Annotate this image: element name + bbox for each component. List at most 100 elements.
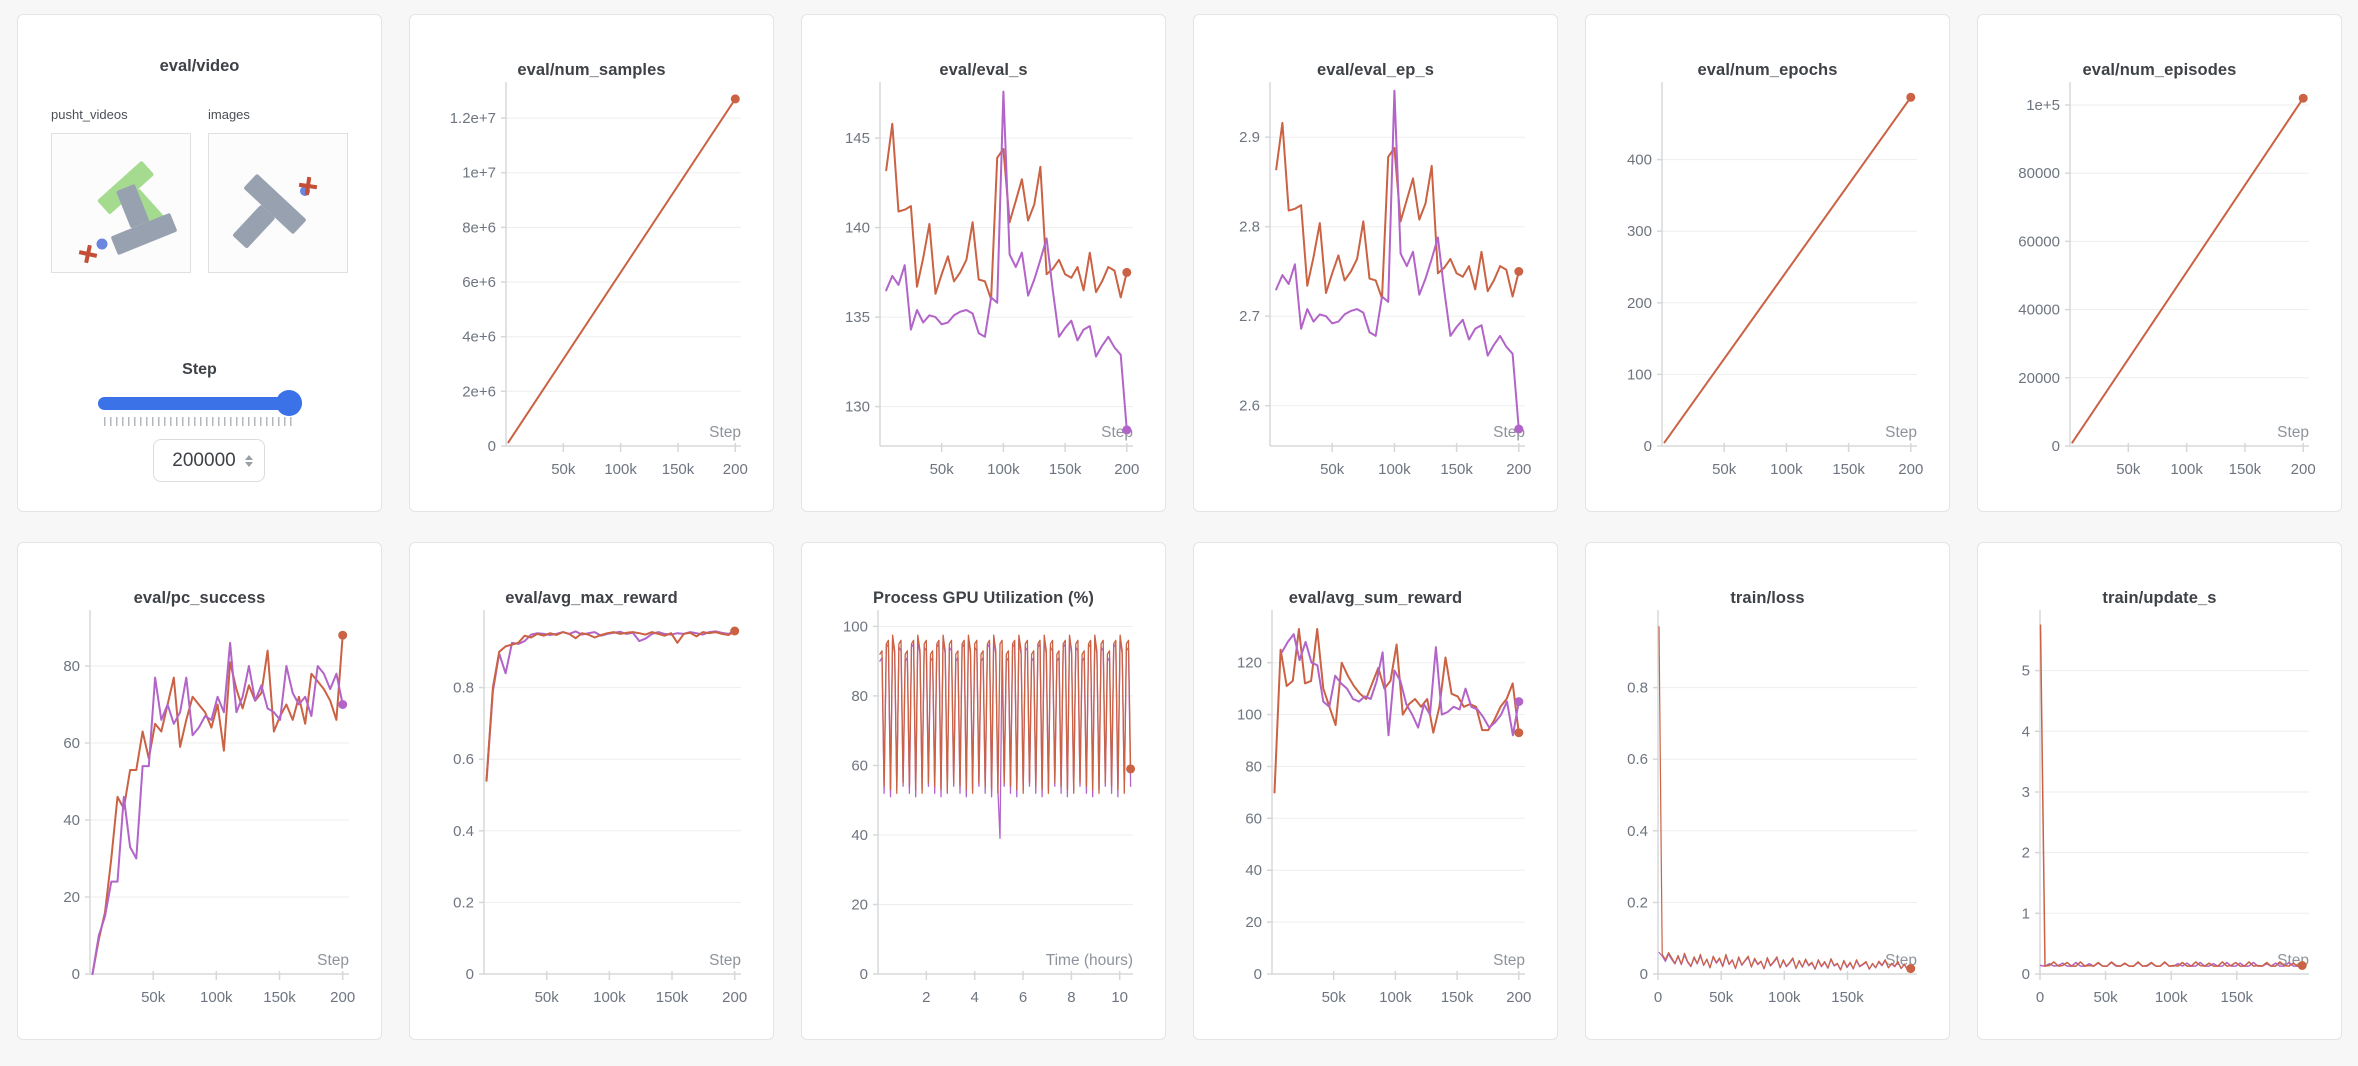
svg-text:100k: 100k xyxy=(1379,989,1412,1006)
svg-text:100k: 100k xyxy=(604,461,637,478)
svg-text:50k: 50k xyxy=(930,461,955,478)
svg-text:200: 200 xyxy=(2291,461,2316,478)
svg-text:150k: 150k xyxy=(1440,461,1473,478)
svg-text:50k: 50k xyxy=(551,461,576,478)
svg-text:80: 80 xyxy=(63,658,80,675)
chart-title: train/loss xyxy=(1730,589,1805,607)
svg-text:200: 200 xyxy=(1114,461,1139,478)
svg-text:60: 60 xyxy=(1245,810,1262,827)
svg-text:40: 40 xyxy=(1245,862,1262,879)
svg-text:0: 0 xyxy=(1254,966,1262,983)
svg-text:0: 0 xyxy=(466,966,474,983)
svg-text:40000: 40000 xyxy=(2018,302,2060,319)
svg-text:200: 200 xyxy=(1506,989,1531,1006)
svg-text:200: 200 xyxy=(1506,461,1531,478)
svg-text:0.6: 0.6 xyxy=(1627,751,1648,768)
svg-text:50k: 50k xyxy=(2116,461,2141,478)
svg-text:120: 120 xyxy=(1237,655,1262,672)
svg-text:Step: Step xyxy=(709,952,741,969)
svg-text:50k: 50k xyxy=(1712,461,1737,478)
chart-panel-eval-avg-max-reward: eval/avg_max_reward 0 0.2 0.4 0.6 0.8 50k 100k… xyxy=(409,542,774,1040)
svg-text:8e+6: 8e+6 xyxy=(462,219,496,236)
chart-title: eval/num_episodes xyxy=(2082,61,2237,79)
step-slider[interactable] xyxy=(98,390,302,416)
chart-title: eval/num_samples xyxy=(517,61,666,79)
svg-text:2.8: 2.8 xyxy=(1239,219,1260,236)
svg-text:200: 200 xyxy=(1898,461,1923,478)
svg-text:140: 140 xyxy=(845,220,870,237)
chart-eval-num-epochs[interactable]: 0 100 200 300 400 50k 100k 150k 200 Step xyxy=(1586,80,1949,500)
svg-text:40: 40 xyxy=(63,812,80,829)
svg-text:Step: Step xyxy=(1493,952,1525,969)
svg-text:Step: Step xyxy=(317,952,349,969)
svg-text:80: 80 xyxy=(1245,759,1262,776)
svg-text:1.2e+7: 1.2e+7 xyxy=(450,110,496,127)
chart-eval-avg-sum-reward[interactable]: 0 20 40 60 80 100 120 50k 100k 150k 200 Step xyxy=(1194,608,1557,1028)
svg-text:0.4: 0.4 xyxy=(453,823,474,840)
svg-text:3: 3 xyxy=(2022,784,2030,801)
svg-text:100k: 100k xyxy=(1770,461,1803,478)
svg-text:50k: 50k xyxy=(535,989,560,1006)
svg-text:4: 4 xyxy=(2022,723,2030,740)
svg-text:0: 0 xyxy=(1654,989,1662,1006)
svg-text:0: 0 xyxy=(860,966,868,983)
spinner-down-icon[interactable] xyxy=(245,461,253,467)
svg-text:50k: 50k xyxy=(2094,989,2119,1006)
svg-text:100: 100 xyxy=(1237,707,1262,724)
svg-text:0.2: 0.2 xyxy=(453,894,474,911)
chart-title: eval/pc_success xyxy=(133,589,266,607)
svg-text:50k: 50k xyxy=(1320,461,1345,478)
svg-text:150k: 150k xyxy=(662,461,695,478)
step-slider-handle[interactable] xyxy=(276,390,302,416)
chart-title: train/update_s xyxy=(2102,589,2217,607)
svg-text:20: 20 xyxy=(63,889,80,906)
svg-text:135: 135 xyxy=(845,309,870,326)
chart-gpu-utilization[interactable]: 0 20 40 60 80 100 2 4 6 8 10 Time (hours) xyxy=(802,608,1165,1028)
svg-text:5: 5 xyxy=(2022,663,2030,680)
svg-text:1e+5: 1e+5 xyxy=(2026,97,2060,114)
svg-text:0.6: 0.6 xyxy=(453,751,474,768)
chart-title: eval/num_epochs xyxy=(1697,61,1838,79)
svg-text:150k: 150k xyxy=(1441,989,1474,1006)
media-group-label-pusht-videos: pusht_videos xyxy=(51,107,128,122)
pusht-video-thumbnail[interactable] xyxy=(51,133,191,273)
svg-text:50k: 50k xyxy=(1709,989,1734,1006)
svg-text:150k: 150k xyxy=(2221,989,2254,1006)
svg-text:100k: 100k xyxy=(987,461,1020,478)
svg-text:50k: 50k xyxy=(141,989,166,1006)
svg-text:6: 6 xyxy=(1019,989,1027,1006)
agent-dot xyxy=(96,238,108,250)
svg-text:0: 0 xyxy=(1644,438,1652,455)
svg-text:150k: 150k xyxy=(2229,461,2262,478)
chart-eval-avg-max-reward[interactable]: 0 0.2 0.4 0.6 0.8 50k 100k 150k 200 Step xyxy=(410,608,773,1028)
svg-text:0: 0 xyxy=(72,966,80,983)
chart-eval-num-episodes[interactable]: 0 20000 40000 60000 80000 1e+5 50k 100k 150k 200 S… xyxy=(1978,80,2341,500)
svg-text:40: 40 xyxy=(851,827,868,844)
svg-text:100: 100 xyxy=(843,618,868,635)
chart-title: eval/avg_sum_reward xyxy=(1288,589,1463,607)
pusht-scene-graphic xyxy=(78,161,177,264)
svg-text:200: 200 xyxy=(722,989,747,1006)
svg-text:60: 60 xyxy=(63,735,80,752)
chart-eval-num-samples[interactable]: 0 2e+6 4e+6 6e+6 8e+6 1e+7 1.2e+7 50k 100k 150k 20… xyxy=(410,80,773,500)
images-thumbnail[interactable] xyxy=(208,133,348,273)
chart-panel-eval-eval-ep-s: eval/eval_ep_s 2.6 2.7 2.8 2.9 50k 100k 150k 20… xyxy=(1193,14,1558,512)
svg-text:0: 0 xyxy=(488,438,496,455)
chart-eval-pc-success[interactable]: 0 20 40 60 80 50k 100k 150k 200 Step xyxy=(18,608,381,1028)
svg-text:8: 8 xyxy=(1067,989,1075,1006)
panel-eval-video: eval/video pusht_videos images xyxy=(17,14,382,512)
svg-text:20: 20 xyxy=(851,897,868,914)
svg-text:80: 80 xyxy=(851,688,868,705)
svg-text:100k: 100k xyxy=(2170,461,2203,478)
svg-text:20: 20 xyxy=(1245,914,1262,931)
svg-text:10: 10 xyxy=(1111,989,1128,1006)
chart-title: Process GPU Utilization (%) xyxy=(873,589,1094,607)
svg-text:200: 200 xyxy=(1627,295,1652,312)
step-input[interactable] xyxy=(165,449,243,472)
svg-text:Step: Step xyxy=(2277,424,2309,441)
spinner-up-icon[interactable] xyxy=(245,454,253,460)
